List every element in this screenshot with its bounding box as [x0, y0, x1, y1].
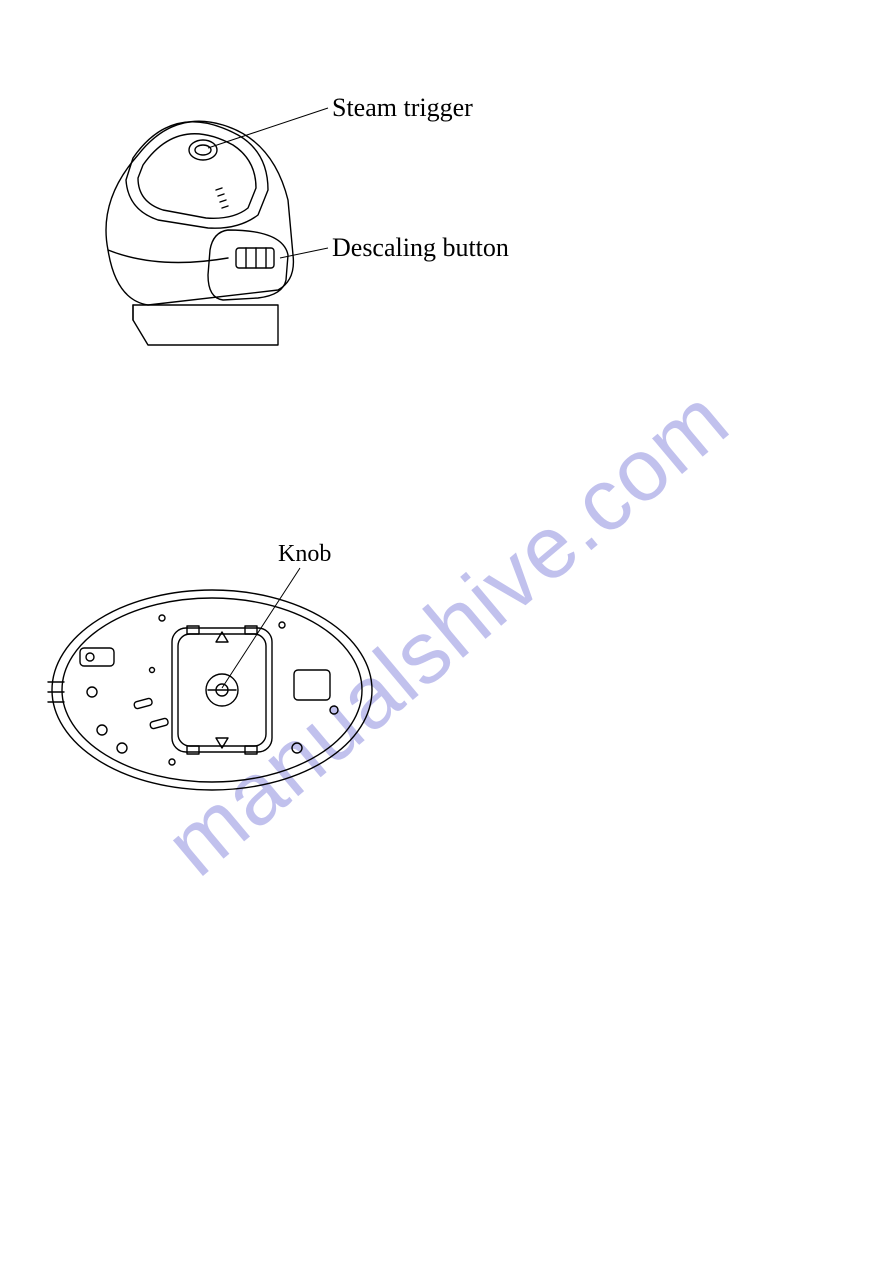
figure2-leader-lines — [0, 0, 893, 900]
